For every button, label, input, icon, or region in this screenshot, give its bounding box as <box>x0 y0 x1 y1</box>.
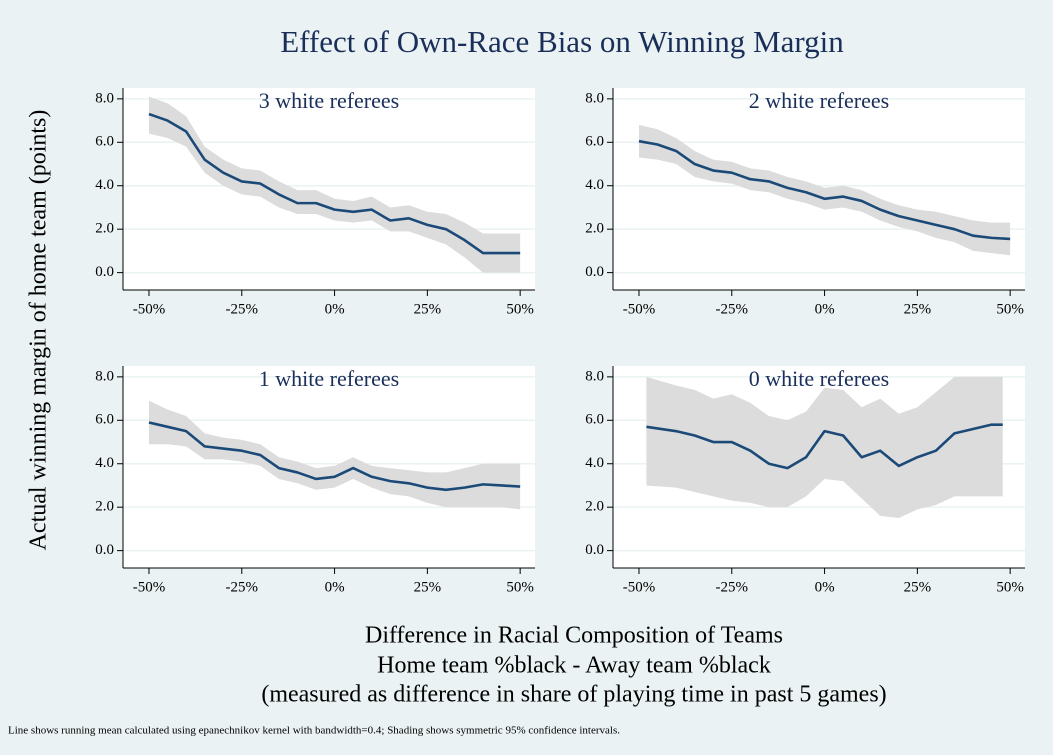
x-tick-label: 50% <box>996 579 1024 595</box>
panel-title: 1 white referees <box>259 366 399 391</box>
x-tick-label: 25% <box>414 579 442 595</box>
x-tick-label: -25% <box>716 301 749 317</box>
x-tick-label: 0% <box>325 579 345 595</box>
x-axis-label: Difference in Racial Composition of Team… <box>365 623 783 649</box>
x-tick-label: 25% <box>904 579 932 595</box>
x-tick-label: 50% <box>506 579 534 595</box>
line <box>148 421 521 492</box>
x-tick-label: -50% <box>623 301 656 317</box>
y-tick-label: 8.0 <box>95 90 114 106</box>
ci-band <box>148 400 521 510</box>
x-tick-label: -25% <box>226 301 259 317</box>
y-tick-label: 6.0 <box>585 134 604 150</box>
x-tick-label: 0% <box>815 301 835 317</box>
line <box>638 139 1011 241</box>
x-tick-label: 25% <box>414 301 442 317</box>
panel-title: 3 white referees <box>259 88 399 113</box>
y-tick-label: 8.0 <box>585 368 604 384</box>
y-tick-label: 4.0 <box>95 455 114 471</box>
x-tick-label: 25% <box>904 301 932 317</box>
y-tick-label: 2.0 <box>95 499 114 515</box>
y-tick-label: 0.0 <box>95 264 114 280</box>
chart-title: Effect of Own-Race Bias on Winning Margi… <box>280 24 844 59</box>
x-tick-label: -25% <box>226 579 259 595</box>
y-tick-label: 2.0 <box>585 499 604 515</box>
y-tick-label: 6.0 <box>95 134 114 150</box>
x-tick-label: -50% <box>133 301 166 317</box>
line <box>148 112 521 255</box>
y-tick-label: 8.0 <box>585 90 604 106</box>
x-tick-label: 0% <box>325 301 345 317</box>
ci-band <box>638 124 1011 256</box>
x-axis-label: Home team %black - Away team %black <box>377 653 771 679</box>
y-tick-label: 6.0 <box>585 412 604 428</box>
panel-title: 0 white referees <box>749 366 889 391</box>
y-tick-label: 2.0 <box>585 221 604 237</box>
ci-band <box>646 376 1003 519</box>
x-tick-label: -50% <box>623 579 656 595</box>
x-tick-label: -25% <box>716 579 749 595</box>
y-tick-label: 0.0 <box>585 264 604 280</box>
y-tick-label: 8.0 <box>95 368 114 384</box>
y-axis-label: Actual winning margin of home team (poin… <box>26 110 52 551</box>
ci-band <box>148 96 521 273</box>
line <box>646 423 1003 470</box>
x-tick-label: 50% <box>506 301 534 317</box>
x-tick-label: -50% <box>133 579 166 595</box>
x-tick-label: 50% <box>996 301 1024 317</box>
x-axis-label: (measured as difference in share of play… <box>261 682 886 708</box>
y-tick-label: 4.0 <box>585 177 604 193</box>
x-tick-label: 0% <box>815 579 835 595</box>
note: Line shows running mean calculated using… <box>8 725 620 737</box>
y-tick-label: 0.0 <box>585 542 604 558</box>
y-tick-label: 6.0 <box>95 412 114 428</box>
y-tick-label: 2.0 <box>95 221 114 237</box>
y-tick-label: 4.0 <box>95 177 114 193</box>
panel-title: 2 white referees <box>749 88 889 113</box>
y-tick-label: 0.0 <box>95 542 114 558</box>
y-tick-label: 4.0 <box>585 455 604 471</box>
